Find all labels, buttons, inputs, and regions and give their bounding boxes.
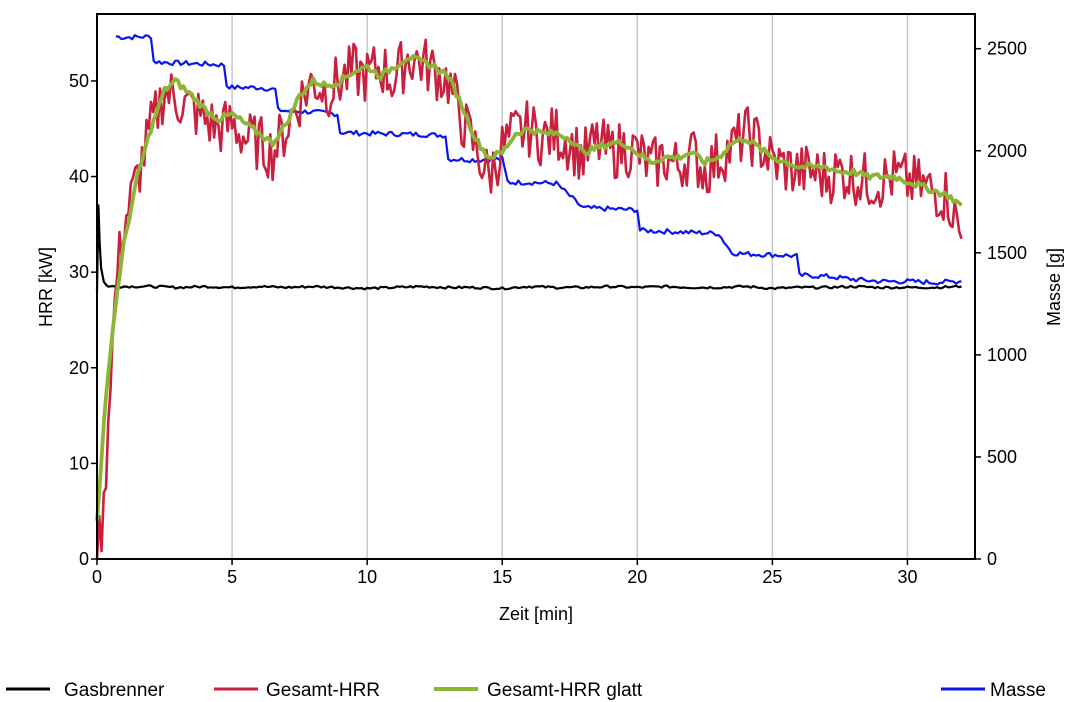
y2-tick-label: 500	[987, 447, 1017, 467]
x-tick-label: 20	[627, 567, 647, 587]
y-axis-ticks: 0 10 20 30 40 50	[69, 71, 97, 569]
legend-label: Masse	[990, 680, 1046, 701]
y-tick-label: 50	[69, 71, 89, 91]
x-tick-label: 25	[762, 567, 782, 587]
legend-label: Gesamt-HRR	[266, 680, 380, 701]
series-line-gesamt-hrr-glatt	[95, 54, 963, 521]
x-axis-label: Zeit [min]	[499, 604, 573, 624]
legend-label: Gasbrenner	[64, 680, 165, 701]
y2-tick-label: 1000	[987, 345, 1027, 365]
y-tick-label: 40	[69, 167, 89, 187]
x-tick-label: 30	[897, 567, 917, 587]
series-lines	[95, 34, 963, 560]
y2-tick-label: 1500	[987, 243, 1027, 263]
y-tick-label: 0	[79, 549, 89, 569]
x-axis-ticks: 0 5 10 15 20 25 30	[92, 559, 917, 587]
x-tick-label: 0	[92, 567, 102, 587]
y-tick-label: 30	[69, 262, 89, 282]
legend-label: Gesamt-HRR glatt	[487, 680, 643, 701]
x-tick-label: 5	[227, 567, 237, 587]
series-line-masse	[115, 34, 962, 286]
x-tick-label: 15	[492, 567, 512, 587]
legend: Gasbrenner Gesamt-HRR Gesamt-HRR glatt Mass…	[6, 680, 1046, 701]
x-tick-label: 10	[357, 567, 377, 587]
y2-tick-label: 2000	[987, 141, 1027, 161]
y2-tick-label: 2500	[987, 39, 1027, 59]
y-tick-label: 10	[69, 453, 89, 473]
y-axis-label: HRR [kW]	[36, 247, 56, 327]
series-line-gasbrenner	[95, 204, 962, 293]
y2-tick-label: 0	[987, 549, 997, 569]
y2-axis-ticks: 0 500 1000 1500 2000 2500	[975, 39, 1027, 569]
y2-axis-label: Masse [g]	[1044, 248, 1064, 326]
y-tick-label: 20	[69, 358, 89, 378]
plot-frame	[96, 13, 976, 560]
series-line-gesamt-hrr	[95, 38, 963, 560]
